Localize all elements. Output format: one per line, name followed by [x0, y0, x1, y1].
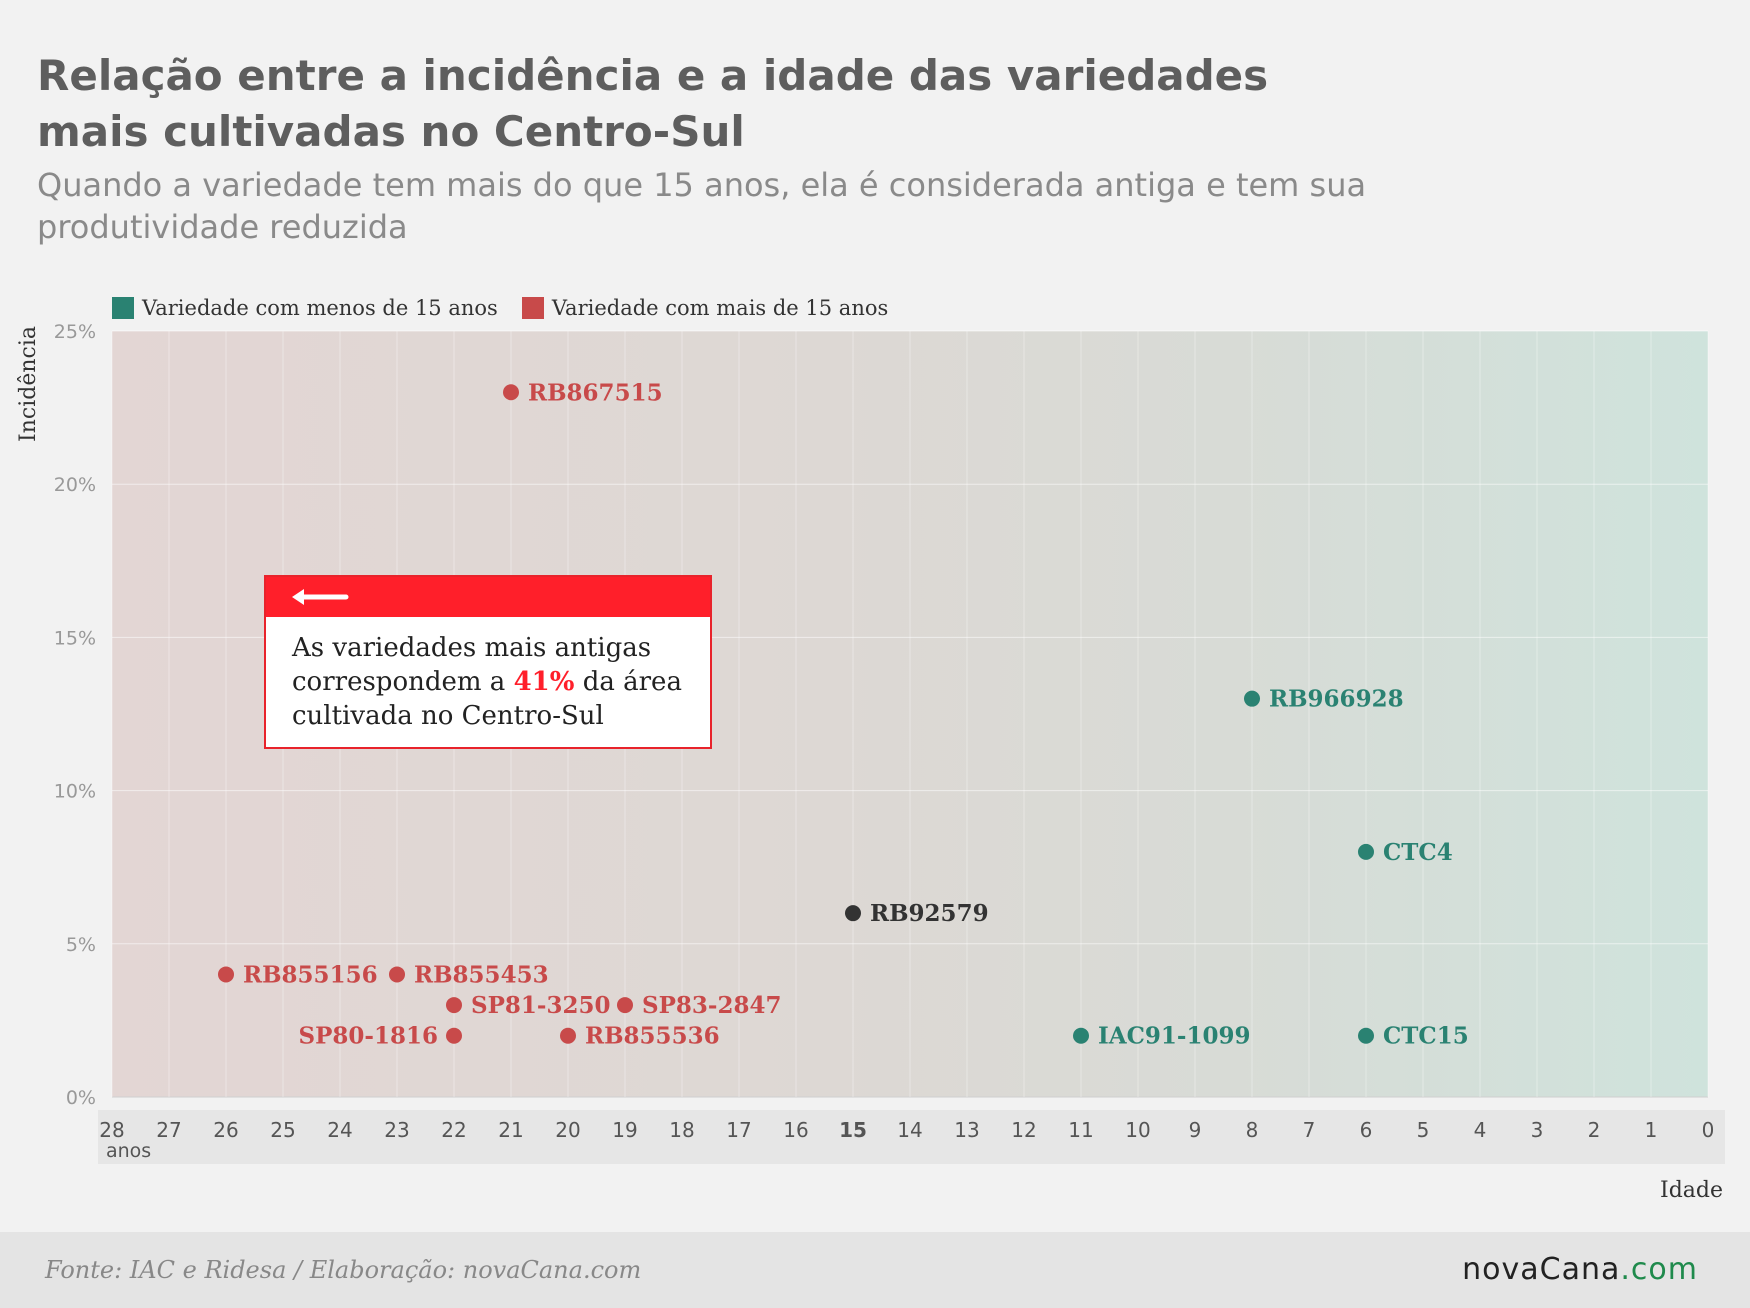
- data-label: RB966928: [1269, 686, 1404, 713]
- x-tick-label: 16: [783, 1118, 808, 1142]
- x-tick-label: 24: [327, 1118, 352, 1142]
- y-tick-label: 5%: [66, 934, 96, 956]
- x-tick-label: 23: [384, 1118, 409, 1142]
- x-tick-label: 21: [498, 1118, 523, 1142]
- y-tick-label: 0%: [66, 1087, 96, 1109]
- legend-label-old: Variedade com mais de 15 anos: [551, 296, 889, 320]
- x-tick-label: 2: [1588, 1118, 1601, 1142]
- y-tick-label: 25%: [54, 321, 96, 343]
- data-label: CTC4: [1383, 839, 1453, 866]
- x-tick-label: 20: [555, 1118, 580, 1142]
- x-tick-label: 0: [1702, 1118, 1715, 1142]
- data-point: [218, 966, 234, 983]
- callout-box: As variedades mais antigas correspondem …: [264, 575, 712, 749]
- y-axis-label: Incidência: [16, 326, 41, 442]
- y-ticks: 0% 5% 10% 15% 20% 25%: [54, 321, 96, 1109]
- data-label: RB855453: [414, 961, 549, 988]
- x-tick-label: 3: [1531, 1118, 1544, 1142]
- y-tick-label: 20%: [54, 474, 96, 496]
- data-point: [1358, 1027, 1374, 1044]
- x-tick-label: 17: [726, 1118, 751, 1142]
- callout-text-before: As variedades mais antigas correspondem …: [292, 633, 652, 697]
- x-tick-label: 9: [1189, 1118, 1202, 1142]
- data-point: [560, 1027, 576, 1044]
- y-tick-label: 15%: [54, 627, 96, 649]
- data-label: SP83-2847: [642, 992, 781, 1019]
- x-tick-label: 11: [1068, 1118, 1093, 1142]
- x-tick-label: 22: [441, 1118, 466, 1142]
- x-tick-label: 12: [1011, 1118, 1036, 1142]
- legend-label-new: Variedade com menos de 15 anos: [142, 296, 498, 320]
- x-tick-label: 28: [99, 1118, 124, 1142]
- brand-logo: novaCana.com: [1462, 1252, 1698, 1287]
- data-point: [503, 384, 519, 401]
- callout-header: [266, 577, 710, 617]
- x-tick-label: 18: [669, 1118, 694, 1142]
- legend-item-old: Variedade com mais de 15 anos: [521, 296, 889, 320]
- x-tick-label: 15: [839, 1118, 867, 1142]
- data-label: RB855536: [585, 1023, 720, 1050]
- x-tick-label: 4: [1474, 1118, 1487, 1142]
- chart-title: Relação entre a incidência e a idade das…: [37, 51, 1269, 156]
- x-tick-label: 27: [156, 1118, 181, 1142]
- data-label: RB92579: [870, 900, 989, 927]
- x-tick-label: 26: [213, 1118, 238, 1142]
- data-point: [1244, 690, 1260, 707]
- x-first-tick-suffix: anos: [106, 1140, 151, 1162]
- data-point: [446, 997, 462, 1014]
- chart-subtitle: Quando a variedade tem mais do que 15 an…: [37, 166, 1367, 246]
- x-tick-label: 14: [897, 1118, 922, 1142]
- x-tick-label: 1: [1645, 1118, 1658, 1142]
- data-point: [617, 997, 633, 1014]
- x-tick-label: 8: [1246, 1118, 1259, 1142]
- y-tick-label: 10%: [54, 781, 96, 803]
- data-point: [845, 905, 861, 922]
- x-tick-label: 7: [1303, 1118, 1316, 1142]
- legend-swatch-old: [521, 297, 544, 319]
- x-tick-label: 19: [612, 1118, 637, 1142]
- data-label: IAC91-1099: [1098, 1023, 1250, 1050]
- data-label: SP80-1816: [299, 1023, 438, 1050]
- x-tick-label: 25: [270, 1118, 295, 1142]
- data-point: [1073, 1027, 1089, 1044]
- logo-main: novaCana: [1462, 1252, 1621, 1287]
- x-axis-label: Idade: [1660, 1178, 1723, 1203]
- x-tick-label: 6: [1360, 1118, 1373, 1142]
- data-points: RB867515 RB855156 RB855453 SP81-3250 SP80-18…: [218, 379, 1469, 1050]
- data-point: [446, 1027, 462, 1044]
- x-ticks: 28 27 26 25 24 23 22 21 20 19 18 17 16 15 14 13 12 11 10 9 8…: [99, 1118, 1714, 1142]
- data-label: SP81-3250: [471, 992, 610, 1019]
- data-point: [389, 966, 405, 983]
- legend-item-new: Variedade com menos de 15 anos: [112, 296, 498, 320]
- logo-domain: .com: [1620, 1252, 1698, 1287]
- footer: Fonte: IAC e Ridesa / Elaboração: novaCa…: [0, 1232, 1750, 1308]
- scatter-chart: 0%5%10%15%20%25% 28 27 26 25 24 23 22 21 20 19 18 1…: [16, 321, 1725, 1203]
- legend-swatch-new: [112, 297, 134, 319]
- left-arrow-icon: [292, 589, 349, 605]
- x-tick-label: 5: [1417, 1118, 1430, 1142]
- x-tick-label: 10: [1125, 1118, 1150, 1142]
- legend: Variedade com menos de 15 anos Variedade…: [112, 296, 888, 320]
- callout-text: As variedades mais antigas correspondem …: [266, 617, 710, 733]
- data-label: RB867515: [528, 379, 663, 406]
- data-label: RB855156: [243, 961, 378, 988]
- x-tick-label: 13: [954, 1118, 979, 1142]
- callout-text-after: da área cultivada no Centro-Sul: [292, 667, 682, 731]
- data-point: [1358, 843, 1374, 860]
- data-label: CTC15: [1383, 1023, 1469, 1050]
- source-note: Fonte: IAC e Ridesa / Elaboração: novaCa…: [45, 1256, 642, 1284]
- x-axis-band: [98, 1110, 1725, 1164]
- callout-highlight: 41%: [513, 667, 575, 697]
